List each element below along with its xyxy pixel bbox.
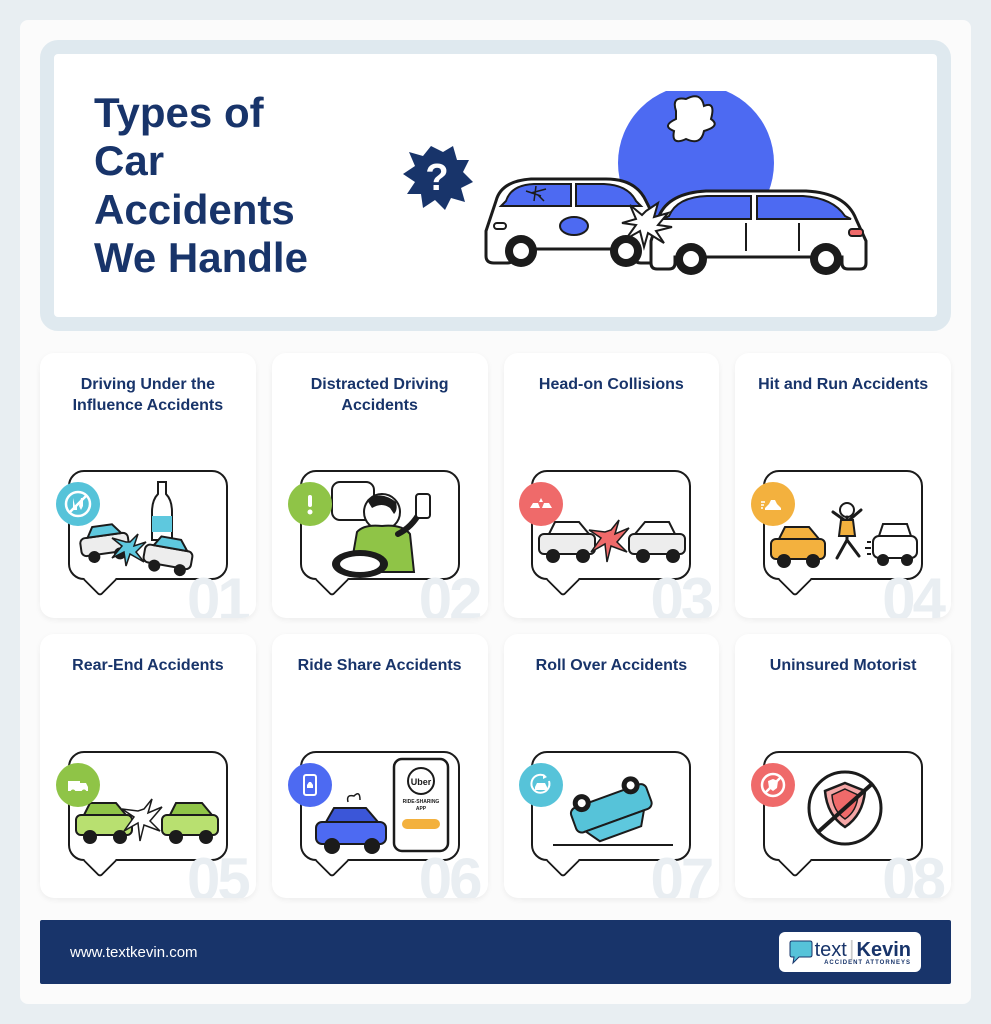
card-title: Roll Over Accidents (536, 656, 687, 720)
cards-grid: Driving Under the Influence Accidents (40, 353, 951, 898)
card-title: Head-on Collisions (539, 375, 684, 439)
no-alcohol-icon (56, 482, 100, 526)
card-rearend: Rear-End Accidents (40, 634, 256, 898)
footer-bar: www.textkevin.com text|Kevin ACCIDENT AT… (40, 920, 951, 984)
card-headon: Head-on Collisions (504, 353, 720, 617)
card-title: Ride Share Accidents (298, 656, 462, 720)
card-illustration (751, 728, 935, 884)
chat-bubble-icon (789, 938, 813, 966)
card-illustration (520, 447, 704, 603)
card-rollover: Roll Over Accidents (504, 634, 720, 898)
card-illustration (751, 447, 935, 603)
rideshare-sublabel: RIDE-SHARING (402, 799, 439, 805)
logo-kevin: Kevin (857, 939, 911, 961)
truck-icon (56, 763, 100, 807)
card-illustration (56, 447, 240, 603)
card-title: Distracted Driving Accidents (288, 375, 472, 439)
phone-car-icon (288, 763, 332, 807)
page-title: Types of Car Accidents We Handle (94, 89, 344, 282)
card-illustration (288, 447, 472, 603)
card-dui: Driving Under the Influence Accidents (40, 353, 256, 617)
header-card: Types of Car Accidents We Handle ? (40, 40, 951, 331)
rollover-icon (519, 763, 563, 807)
footer-url: www.textkevin.com (70, 944, 198, 961)
header-illustration: ? (374, 91, 897, 281)
card-title: Driving Under the Influence Accidents (56, 375, 240, 439)
card-title: Uninsured Motorist (770, 656, 917, 720)
card-title: Rear-End Accidents (72, 656, 223, 720)
card-uninsured: Uninsured Motorist 08 (735, 634, 951, 898)
uber-label: Uber (410, 777, 431, 787)
card-illustration: Uber RIDE-SHARING APP (288, 728, 472, 884)
car-crash-illustration: ? (376, 91, 896, 281)
card-hitrun: Hit and Run Accidents (735, 353, 951, 617)
card-rideshare: Ride Share Accidents Uber RIDE-SHARING A… (272, 634, 488, 898)
logo-text: text (815, 939, 847, 961)
rollover-illustration (533, 753, 693, 863)
card-distracted: Distracted Driving Accidents (272, 353, 488, 617)
footer-logo: text|Kevin ACCIDENT ATTORNEYS (779, 932, 921, 972)
no-shield-icon (751, 763, 795, 807)
question-mark-icon: ? (425, 157, 448, 199)
card-illustration (520, 728, 704, 884)
card-title: Hit and Run Accidents (758, 375, 928, 439)
alert-icon (288, 482, 332, 526)
infographic-container: Types of Car Accidents We Handle ? (20, 20, 971, 1004)
logo-subtitle: ACCIDENT ATTORNEYS (824, 960, 911, 966)
svg-text:APP: APP (415, 806, 426, 812)
card-illustration (56, 728, 240, 884)
